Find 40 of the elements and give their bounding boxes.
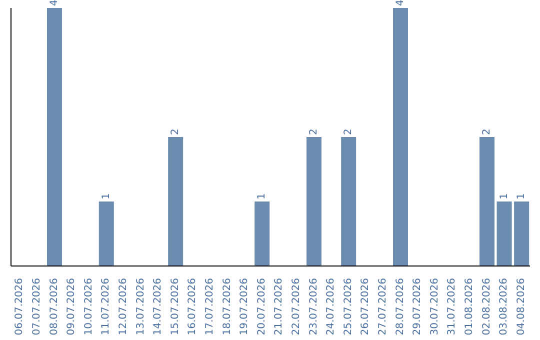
data-label: 4 [394, 0, 406, 6]
data-label: 2 [343, 128, 354, 135]
x-tick-label: 26.07.2026 [360, 278, 372, 336]
x-tick-label: 02.08.2026 [481, 278, 492, 336]
data-label: 1 [516, 193, 528, 200]
x-tick-label: 24.07.2026 [326, 278, 337, 336]
x-tick-label: 30.07.2026 [429, 278, 440, 336]
x-tick-label: 04.08.2026 [516, 278, 527, 336]
x-tick-label: 17.07.2026 [204, 278, 216, 336]
data-label: 2 [481, 128, 492, 135]
x-tick-label: 19.07.2026 [239, 278, 250, 336]
x-tick-label: 01.08.2026 [464, 278, 475, 336]
data-label: 1 [256, 193, 268, 200]
data-label: 4 [48, 0, 60, 6]
x-tick-label: 29.07.2026 [412, 278, 424, 336]
x-tick-label: 10.07.2026 [83, 278, 94, 336]
x-tick-label: 09.07.2026 [66, 278, 78, 336]
data-label: 1 [498, 193, 510, 200]
x-tick-label: 20.07.2026 [256, 278, 268, 336]
data-label: 2 [170, 128, 182, 135]
x-tick-label: 27.07.2026 [377, 278, 388, 336]
x-tick-label: 12.07.2026 [118, 278, 129, 336]
x-tick-label: 11.07.2026 [100, 278, 112, 336]
x-tick-label: 28.07.2026 [394, 278, 406, 336]
x-tick-label: 07.07.2026 [31, 278, 42, 336]
x-tick-label: 18.07.2026 [222, 278, 233, 336]
data-label: 2 [308, 128, 320, 135]
x-tick-label: 15.07.2026 [170, 278, 181, 336]
x-tick-label: 13.07.2026 [135, 278, 146, 336]
x-tick-label: 16.07.2026 [187, 278, 198, 336]
x-tick-label: 08.07.2026 [48, 278, 60, 336]
x-tick-label: 25.07.2026 [342, 278, 354, 336]
x-tick-label: 14.07.2026 [152, 278, 164, 336]
x-tick-label: 22.07.2026 [290, 278, 302, 336]
x-tick-label: 03.08.2026 [498, 278, 510, 336]
data-label: 1 [100, 193, 112, 200]
x-tick-label: 31.07.2026 [446, 278, 458, 336]
x-tick-label: 23.07.2026 [308, 278, 320, 336]
x-tick-label: 06.07.2026 [14, 278, 26, 336]
x-tick-label: 21.07.2026 [274, 278, 285, 336]
